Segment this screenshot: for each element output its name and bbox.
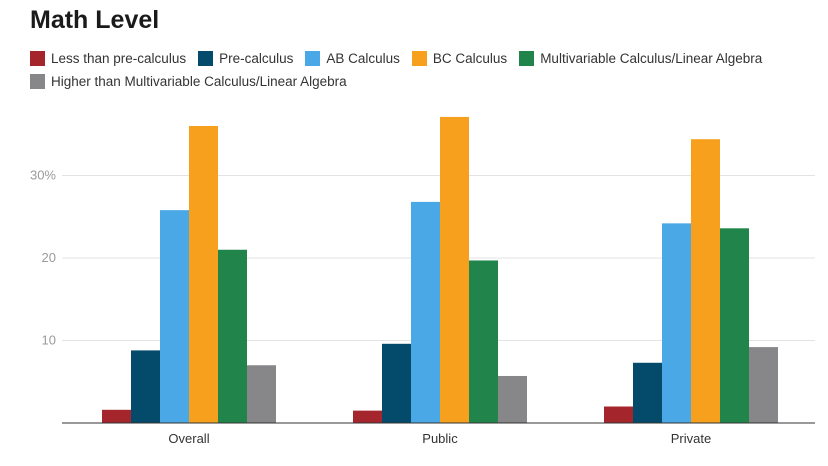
bar (662, 223, 691, 423)
legend-label: Multivariable Calculus/Linear Algebra (540, 51, 763, 66)
x-tick-label: Public (422, 431, 458, 446)
bar (189, 126, 218, 423)
legend-swatch (30, 74, 45, 89)
legend-label: BC Calculus (432, 51, 508, 66)
bar (633, 362, 662, 423)
bar (498, 375, 527, 423)
legend-item: Pre-calculus (198, 50, 293, 67)
bar (411, 201, 440, 423)
legend-swatch (305, 51, 321, 66)
bar (102, 409, 131, 423)
bar (691, 139, 720, 423)
legend-swatch (411, 51, 427, 66)
legend-swatch (519, 51, 535, 66)
legend-label: Higher than Multivariable Calculus/Linea… (51, 74, 347, 89)
legend-item: BC Calculus (411, 50, 508, 67)
bar (247, 365, 276, 423)
legend-item: Less than pre-calculus (30, 50, 186, 67)
bar (131, 350, 160, 423)
legend-swatch (30, 51, 45, 66)
legend-item: AB Calculus (305, 50, 400, 67)
chart-title: Math Level (30, 6, 160, 34)
bar (440, 116, 469, 424)
y-tick-label: 30% (30, 168, 56, 183)
y-tick-label: 20 (42, 250, 56, 265)
legend-swatch (198, 51, 214, 66)
bar (720, 228, 749, 423)
y-tick-label: 10 (42, 333, 56, 348)
legend-label: AB Calculus (326, 51, 400, 66)
chart-legend: Less than pre-calculus Pre-calculus AB Cal… (30, 50, 820, 90)
legend-item: Higher than Multivariable Calculus/Linea… (30, 73, 347, 90)
legend-label: Pre-calculus (219, 51, 294, 66)
bar (218, 249, 247, 423)
legend-item: Multivariable Calculus/Linear Algebra (519, 50, 762, 67)
legend-label: Less than pre-calculus (51, 51, 187, 66)
bar (469, 260, 498, 423)
bar (353, 410, 382, 423)
x-tick-label: Overall (168, 431, 209, 446)
bar (604, 406, 633, 423)
bar (382, 343, 411, 423)
bar (160, 210, 189, 423)
x-tick-label: Private (671, 431, 711, 446)
bar (749, 347, 778, 423)
